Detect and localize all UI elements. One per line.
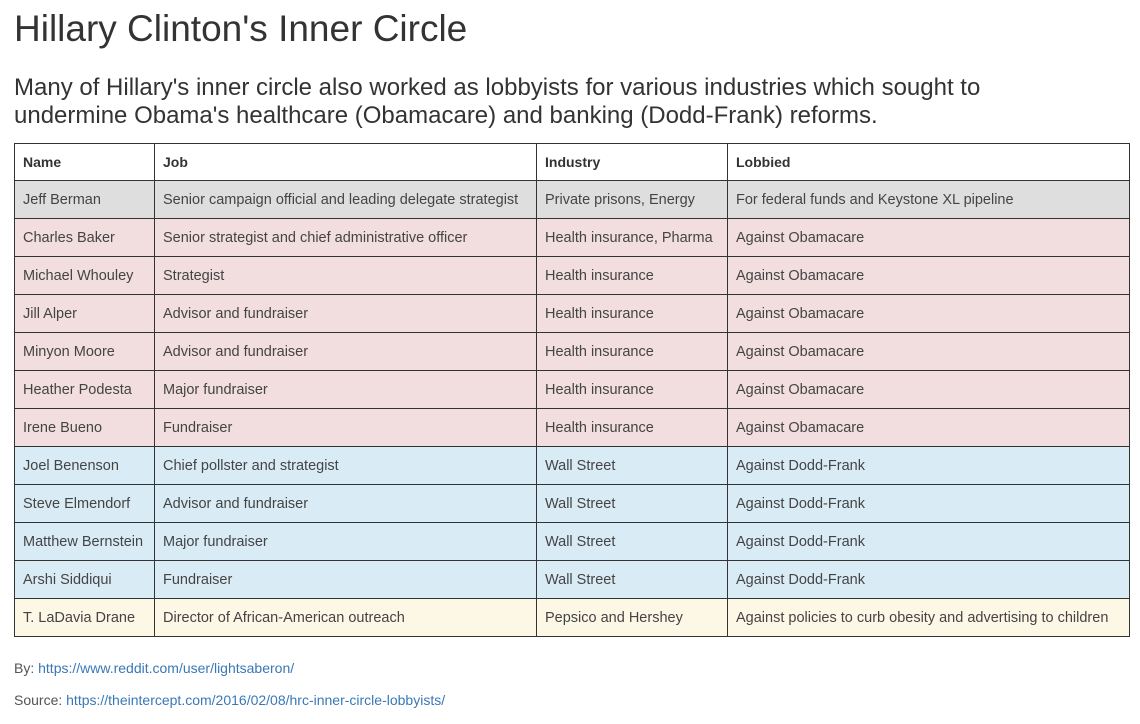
table-cell: Fundraiser (154, 408, 537, 447)
table-cell: Against Obamacare (727, 370, 1130, 409)
table-cell: Health insurance, Pharma (536, 218, 728, 257)
table-cell: Against Dodd-Frank (727, 484, 1130, 523)
table-row: Matthew Bernstein Major fundraiser Wall St… (14, 522, 1130, 561)
table-row: T. LaDavia Drane Director of African-Amer… (14, 598, 1130, 637)
table-cell: Against policies to curb obesity and adv… (727, 598, 1130, 637)
table-cell: Major fundraiser (154, 522, 537, 561)
by-link[interactable]: https://www.reddit.com/user/lightsaberon… (38, 660, 295, 676)
table-cell: Charles Baker (14, 218, 155, 257)
table-row: Arshi Siddiqui Fundraiser Wall Street Again… (14, 560, 1130, 599)
table-cell: Health insurance (536, 294, 728, 333)
header-row: Name Job Industry Lobbied (14, 143, 1130, 181)
table-cell: Against Dodd-Frank (727, 560, 1130, 599)
table-cell: Private prisons, Energy (536, 180, 728, 219)
table-cell: Jill Alper (14, 294, 155, 333)
table-cell: Health insurance (536, 256, 728, 295)
table-cell: Against Obamacare (727, 294, 1130, 333)
table-cell: Joel Benenson (14, 446, 155, 485)
table-cell: Wall Street (536, 522, 728, 561)
table-cell: Pepsico and Hershey (536, 598, 728, 637)
table-head: Name Job Industry Lobbied (14, 143, 1130, 181)
table-row: Charles Baker Senior strategist and chief… (14, 218, 1130, 257)
source-link[interactable]: https://theintercept.com/2016/02/08/hrc-… (66, 692, 446, 708)
table-row: Heather Podesta Major fundraiser Health in… (14, 370, 1130, 409)
table-cell: Minyon Moore (14, 332, 155, 371)
table-cell: Against Dodd-Frank (727, 446, 1130, 485)
table-cell: Matthew Bernstein (14, 522, 155, 561)
table-cell: Arshi Siddiqui (14, 560, 155, 599)
table-cell: Steve Elmendorf (14, 484, 155, 523)
table-cell: Wall Street (536, 446, 728, 485)
table-cell: Against Obamacare (727, 218, 1130, 257)
table-cell: Fundraiser (154, 560, 537, 599)
table-cell: Health insurance (536, 332, 728, 371)
table-cell: Senior strategist and chief administrati… (154, 218, 537, 257)
table-cell: Strategist (154, 256, 537, 295)
table-row: Jill Alper Advisor and fundraiser Health i… (14, 294, 1130, 333)
table-cell: Chief pollster and strategist (154, 446, 537, 485)
column-header: Job (154, 143, 537, 181)
table-cell: For federal funds and Keystone XL pipeli… (727, 180, 1130, 219)
table-cell: Director of African-American outreach (154, 598, 537, 637)
table-cell: Jeff Berman (14, 180, 155, 219)
table-cell: Against Obamacare (727, 408, 1130, 447)
title: Hillary Clinton's Inner Circle (14, 8, 468, 49)
table-cell: Wall Street (536, 484, 728, 523)
column-header: Name (14, 143, 155, 181)
table-cell: Senior campaign official and leading del… (154, 180, 537, 219)
table-cell: Michael Whouley (14, 256, 155, 295)
by-label: By: (14, 660, 35, 676)
table-row: Michael Whouley Strategist Health insuranc… (14, 256, 1130, 295)
table-cell: Against Obamacare (727, 332, 1130, 371)
table-row: Jeff Berman Senior campaign official and … (14, 180, 1130, 219)
table-cell: T. LaDavia Drane (14, 598, 155, 637)
byline: By: https://www.reddit.com/user/lightsab… (14, 660, 294, 676)
source-line: Source: https://theintercept.com/2016/02… (14, 692, 445, 708)
table-cell: Advisor and fundraiser (154, 484, 537, 523)
table-cell: Against Dodd-Frank (727, 522, 1130, 561)
table: Name Job Industry Lobbied Jeff Berman Senior… (14, 143, 1130, 637)
table-row: Irene Bueno Fundraiser Health insurance Aga… (14, 408, 1130, 447)
table-cell: Major fundraiser (154, 370, 537, 409)
table-body: Jeff Berman Senior campaign official and … (14, 180, 1130, 637)
table-cell: Heather Podesta (14, 370, 155, 409)
table-row: Minyon Moore Advisor and fundraiser Health… (14, 332, 1130, 371)
table-row: Joel Benenson Chief pollster and strategi… (14, 446, 1130, 485)
table-cell: Health insurance (536, 408, 728, 447)
column-header: Industry (536, 143, 728, 181)
subtitle: Many of Hillary's inner circle also work… (14, 74, 981, 129)
table-cell: Wall Street (536, 560, 728, 599)
table-cell: Advisor and fundraiser (154, 294, 537, 333)
column-header: Lobbied (727, 143, 1130, 181)
table-cell: Irene Bueno (14, 408, 155, 447)
source-label: Source: (14, 692, 63, 708)
table-cell: Advisor and fundraiser (154, 332, 537, 371)
table-row: Steve Elmendorf Advisor and fundraiser Wal… (14, 484, 1130, 523)
table-cell: Health insurance (536, 370, 728, 409)
table-cell: Against Obamacare (727, 256, 1130, 295)
